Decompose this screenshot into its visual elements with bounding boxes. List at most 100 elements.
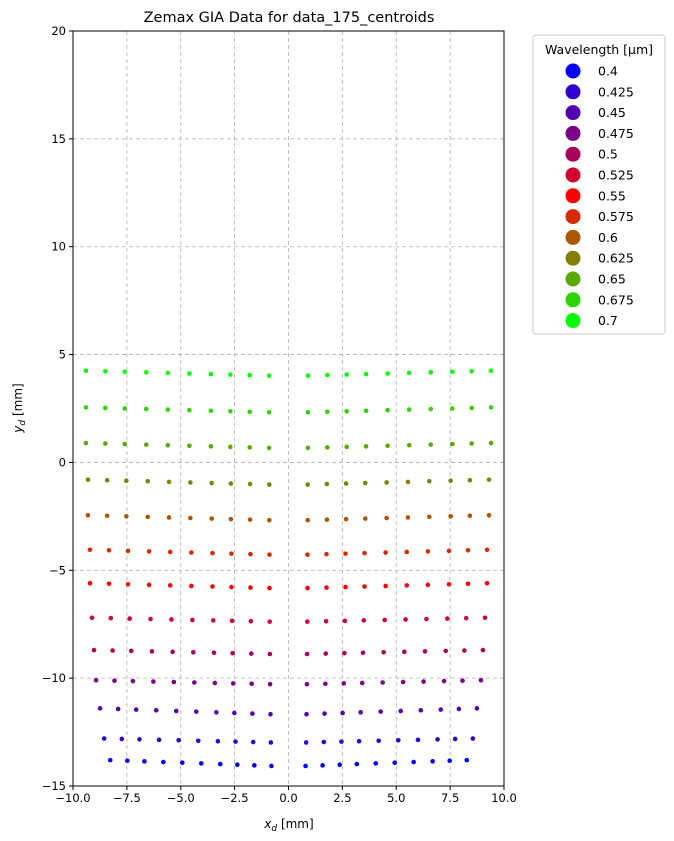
data-point [247, 409, 253, 415]
data-point [465, 581, 471, 587]
data-point [449, 441, 455, 447]
x-tick-label: −5.0 [167, 791, 195, 805]
data-point [428, 406, 434, 412]
data-point [228, 444, 233, 450]
data-point [267, 552, 272, 557]
legend-marker [565, 84, 581, 100]
legend-title: Wavelength [µm] [545, 42, 653, 57]
legend-label: 0.475 [598, 126, 634, 141]
data-point [305, 552, 310, 557]
data-point [340, 710, 345, 716]
legend-marker [565, 125, 581, 141]
legend-label: 0.575 [598, 209, 634, 224]
data-point [421, 679, 426, 684]
x-axis-label-main: x [263, 817, 272, 831]
data-point [396, 737, 401, 743]
data-point [187, 443, 192, 449]
legend-marker [565, 229, 581, 245]
data-point [228, 372, 233, 377]
data-point [430, 759, 435, 764]
data-point [133, 707, 139, 712]
data-point [303, 740, 309, 745]
data-point [189, 550, 194, 555]
data-point [484, 580, 490, 586]
data-point [91, 647, 97, 653]
data-point [266, 373, 272, 378]
x-axis-label: xd [mm] [263, 817, 313, 834]
data-point [445, 616, 450, 621]
legend-marker [565, 146, 581, 162]
data-point [130, 678, 136, 684]
data-point [343, 516, 349, 522]
data-point [438, 707, 444, 712]
data-point [228, 516, 234, 522]
data-point [363, 516, 368, 521]
data-point [343, 551, 348, 556]
data-point [209, 516, 214, 521]
data-point [373, 761, 379, 766]
legend-marker [565, 271, 581, 287]
data-point [324, 551, 329, 557]
y-axis-label-unit: [mm] [11, 383, 25, 420]
data-point [449, 406, 455, 411]
x-axis-label-unit: [mm] [277, 817, 314, 831]
legend-marker [565, 167, 581, 183]
data-point [385, 371, 390, 376]
data-point [110, 648, 115, 653]
legend-marker [565, 105, 581, 121]
data-point [415, 737, 421, 743]
data-point [87, 547, 93, 553]
data-point [341, 681, 347, 686]
data-point [124, 514, 129, 519]
data-point [323, 681, 328, 687]
data-point [127, 616, 132, 621]
data-point [323, 618, 329, 624]
legend-label: 0.6 [598, 230, 618, 245]
axis-ticks: −10.0 −7.5 −5.0 −2.5 0.0 2.5 5.0 7.5 10.0 −15 −10 −… [42, 24, 517, 805]
data-point [486, 512, 492, 518]
data-point [304, 711, 309, 717]
data-point [383, 583, 388, 589]
data-point [143, 442, 149, 447]
data-point [406, 407, 412, 412]
legend-label: 0.55 [598, 188, 626, 203]
y-tick-label: −15 [42, 779, 66, 793]
y-axis-label-main: y [11, 425, 25, 434]
data-point [405, 479, 411, 485]
data-point [128, 648, 134, 654]
data-point [480, 647, 486, 653]
data-point [303, 763, 308, 769]
data-point [356, 738, 362, 744]
data-point [343, 584, 348, 590]
data-point [324, 585, 329, 590]
data-point [305, 445, 311, 451]
legend-label: 0.625 [598, 251, 634, 266]
data-point [167, 583, 173, 588]
data-point [228, 408, 233, 414]
data-point [376, 738, 382, 744]
legend-box [532, 34, 666, 335]
data-point [234, 762, 240, 768]
data-point [188, 515, 193, 521]
data-point [324, 372, 330, 378]
data-point [384, 515, 389, 521]
data-point [441, 678, 447, 684]
data-point [192, 680, 197, 685]
data-point [323, 651, 329, 656]
data-point [165, 370, 171, 376]
data-point [250, 711, 255, 716]
data-point [167, 549, 173, 555]
data-point [122, 406, 128, 411]
data-point [425, 549, 431, 554]
data-point [85, 477, 91, 482]
data-point [305, 409, 311, 415]
data-point [435, 737, 440, 742]
data-point [148, 616, 153, 622]
data-point [252, 763, 257, 768]
data-point [482, 615, 488, 621]
data-point [488, 440, 494, 446]
y-tick-label: −5 [49, 563, 66, 577]
data-point [305, 373, 311, 378]
data-point [267, 681, 273, 687]
